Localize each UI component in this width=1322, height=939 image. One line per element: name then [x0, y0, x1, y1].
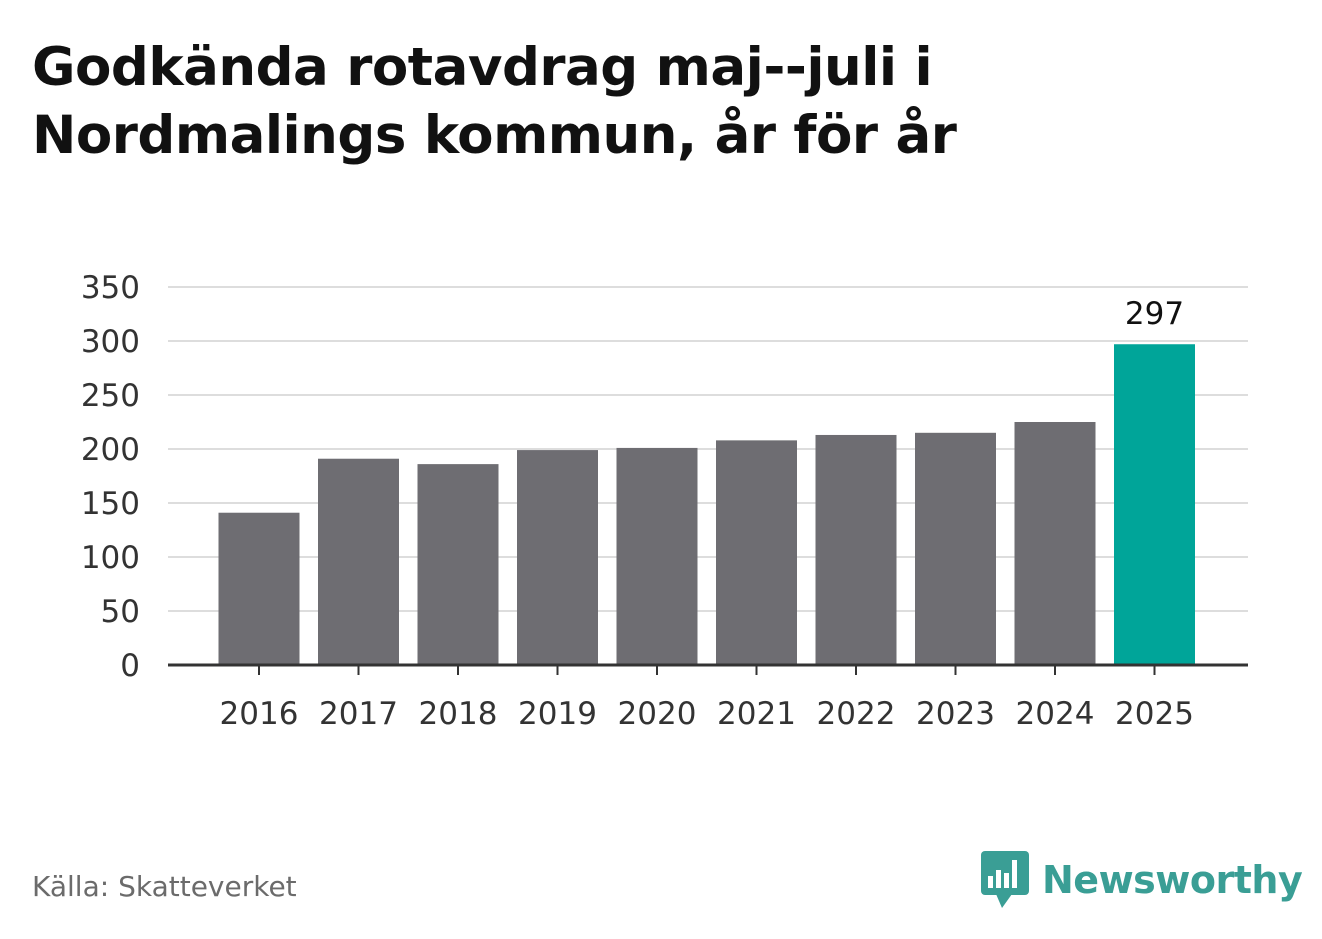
y-tick-label: 100 — [81, 540, 140, 576]
bar-2018 — [417, 464, 499, 665]
bar-2024 — [1014, 422, 1096, 665]
bars — [218, 344, 1195, 665]
x-tick-label: 2019 — [518, 696, 597, 732]
x-axis — [168, 663, 1248, 675]
bar-2017 — [318, 458, 399, 665]
y-tick-label: 300 — [81, 324, 140, 360]
source-note: Källa: Skatteverket — [32, 870, 297, 903]
y-tick-label: 250 — [81, 378, 140, 414]
chart-title-line-1: Godkända rotavdrag maj--juli i — [32, 37, 933, 98]
x-tick-label: 2020 — [618, 696, 697, 732]
brand-logo: Newsworthy — [980, 848, 1303, 912]
chart-title: Godkända rotavdrag maj--juli i Nordmalin… — [32, 34, 1272, 170]
y-tick-label: 350 — [81, 270, 140, 306]
chart-title-line-2: Nordmalings kommun, år för år — [32, 105, 957, 166]
data-label-2025: 297 — [1125, 296, 1184, 332]
y-tick-label: 50 — [101, 594, 140, 630]
bar-2019 — [517, 450, 598, 665]
x-tick-label: 2016 — [220, 696, 299, 732]
bar-2020 — [616, 447, 698, 665]
x-axis-tick-labels: 2016 2017 2018 2019 2020 2021 2022 2023 2024 2025 — [220, 696, 1194, 732]
y-tick-label: 0 — [120, 648, 140, 684]
data-labels: 297 — [1125, 296, 1184, 332]
bar-2025 — [1114, 344, 1195, 665]
bar-2021 — [716, 440, 797, 665]
x-tick-label: 2024 — [1016, 696, 1095, 732]
brand-name: Newsworthy — [1042, 858, 1303, 902]
bar-2023 — [915, 432, 996, 665]
x-tick-label: 2025 — [1115, 696, 1194, 732]
y-tick-label: 200 — [81, 432, 140, 468]
bar-2022 — [815, 434, 897, 665]
y-axis-tick-labels: 0 50 100 150 200 250 300 350 — [81, 270, 140, 684]
x-tick-label: 2017 — [319, 696, 398, 732]
x-tick-label: 2018 — [419, 696, 498, 732]
x-tick-label: 2023 — [916, 696, 995, 732]
bar-2016 — [218, 512, 300, 665]
y-tick-label: 150 — [81, 486, 140, 522]
bar-chart-speech-bubble-icon — [981, 851, 1029, 908]
x-tick-label: 2022 — [817, 696, 896, 732]
x-tick-label: 2021 — [717, 696, 796, 732]
